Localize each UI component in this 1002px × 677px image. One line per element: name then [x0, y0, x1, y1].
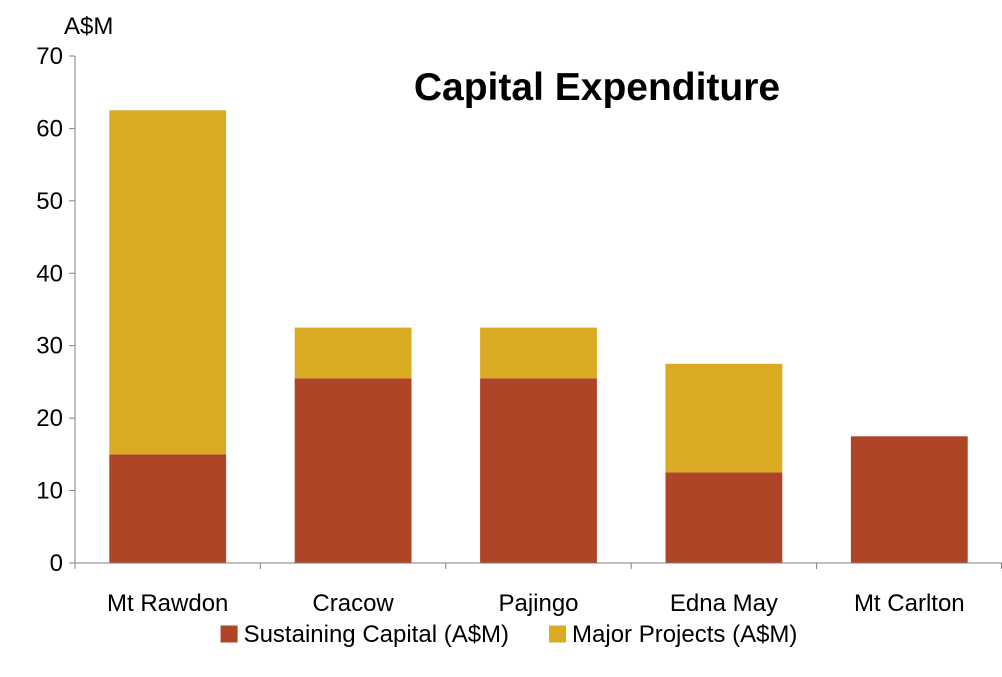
x-category-label-cracow: Cracow — [312, 590, 394, 617]
bar-mt-carlton-series-1 — [850, 436, 968, 564]
legend: Sustaining Capital (A$M) Major Projects (… — [220, 621, 797, 648]
x-category-label-pajingo: Pajingo — [498, 590, 578, 617]
legend-label-2: Major Projects (A$M) — [572, 621, 797, 648]
y-tick-label-70: 70 — [36, 43, 63, 70]
bar-pajingo-series-2 — [480, 327, 597, 379]
x-category-label-mt-rawdon: Mt Rawdon — [107, 590, 228, 617]
bars-group — [109, 110, 968, 564]
x-categories-group: Mt Rawdon Cracow Pajingo Edna May Mt Carlton — [107, 590, 965, 617]
axes-group — [74, 56, 1002, 569]
y-tick-label-30: 30 — [36, 333, 63, 360]
legend-swatch-2 — [549, 625, 567, 643]
bar-cracow-series-2 — [294, 327, 412, 379]
y-tick-label-20: 20 — [36, 405, 63, 432]
bar-cracow-series-1 — [294, 378, 412, 563]
y-tick-label-50: 50 — [36, 188, 63, 215]
y-tick-label-60: 60 — [36, 115, 63, 142]
y-ticks-group: 0 10 20 30 40 50 60 70 — [36, 43, 75, 577]
bar-edna-may-series-1 — [665, 472, 783, 563]
bar-mt-rawdon-series-1 — [109, 454, 227, 563]
bar-edna-may-series-2 — [665, 363, 783, 473]
chart-title: Capital Expenditure — [414, 66, 780, 109]
x-category-label-mt-carlton: Mt Carlton — [854, 590, 965, 617]
y-axis-unit-label: A$M — [64, 13, 113, 40]
y-tick-label-40: 40 — [36, 260, 63, 287]
x-category-label-edna-may: Edna May — [670, 590, 778, 617]
y-tick-label-0: 0 — [50, 550, 63, 577]
bar-mt-rawdon-series-2 — [109, 110, 227, 455]
legend-swatch-1 — [220, 625, 238, 643]
bar-pajingo-series-1 — [480, 378, 597, 563]
legend-label-1: Sustaining Capital (A$M) — [244, 621, 509, 648]
y-tick-label-10: 10 — [36, 478, 63, 505]
